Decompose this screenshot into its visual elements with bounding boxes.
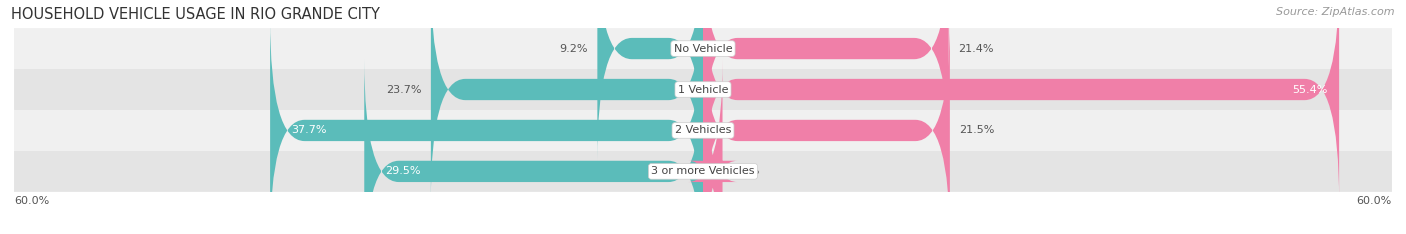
Text: 37.7%: 37.7% [291, 125, 326, 135]
FancyBboxPatch shape [703, 0, 949, 161]
Text: 9.2%: 9.2% [560, 44, 588, 54]
Text: 60.0%: 60.0% [1357, 196, 1392, 206]
Text: No Vehicle: No Vehicle [673, 44, 733, 54]
FancyBboxPatch shape [14, 69, 1392, 110]
FancyBboxPatch shape [430, 0, 703, 202]
Text: 21.4%: 21.4% [957, 44, 994, 54]
FancyBboxPatch shape [270, 18, 703, 234]
FancyBboxPatch shape [364, 59, 703, 234]
Text: 3 or more Vehicles: 3 or more Vehicles [651, 166, 755, 176]
Text: 2 Vehicles: 2 Vehicles [675, 125, 731, 135]
Text: 55.4%: 55.4% [1292, 84, 1327, 95]
FancyBboxPatch shape [14, 151, 1392, 192]
Text: 23.7%: 23.7% [387, 84, 422, 95]
Text: Source: ZipAtlas.com: Source: ZipAtlas.com [1277, 7, 1395, 17]
FancyBboxPatch shape [688, 59, 738, 234]
Text: 1.7%: 1.7% [731, 166, 761, 176]
FancyBboxPatch shape [14, 110, 1392, 151]
FancyBboxPatch shape [14, 28, 1392, 69]
Text: HOUSEHOLD VEHICLE USAGE IN RIO GRANDE CITY: HOUSEHOLD VEHICLE USAGE IN RIO GRANDE CI… [11, 7, 380, 22]
Text: 60.0%: 60.0% [14, 196, 49, 206]
Text: 1 Vehicle: 1 Vehicle [678, 84, 728, 95]
Text: 29.5%: 29.5% [385, 166, 420, 176]
FancyBboxPatch shape [703, 18, 950, 234]
Text: 21.5%: 21.5% [959, 125, 994, 135]
FancyBboxPatch shape [703, 0, 1339, 202]
FancyBboxPatch shape [598, 0, 703, 161]
